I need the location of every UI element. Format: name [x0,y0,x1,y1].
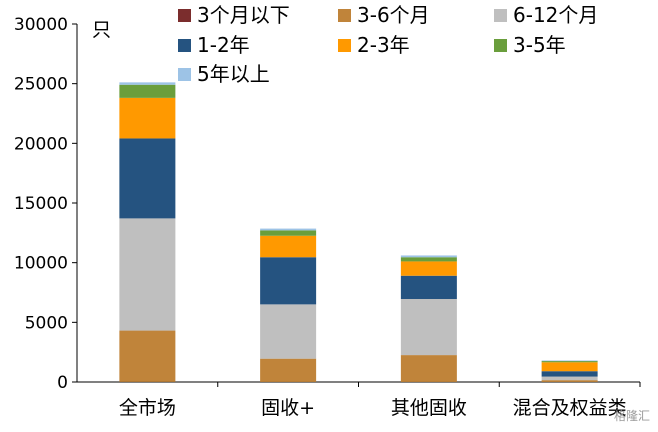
bar-segment-1-1 [260,359,316,382]
legend-swatch [494,9,507,22]
bar-segment-1-2 [260,304,316,358]
y-tick-label: 10000 [14,254,68,274]
legend-swatch [338,9,351,22]
bar-segment-0-5 [119,85,175,98]
bar-segment-1-3 [260,257,316,304]
legend-swatch [178,68,191,81]
x-category-label: 其他固收 [391,397,467,419]
legend-swatch [338,39,351,52]
bar-segment-1-6 [260,229,316,231]
bars-layer [119,82,597,382]
legend-label: 3-5年 [513,33,566,57]
legend-label: 5年以上 [197,62,270,86]
x-category-label: 全市场 [119,397,176,419]
bar-segment-0-4 [119,98,175,139]
legend-swatch [178,9,191,22]
bar-segment-3-6 [542,360,598,361]
bar-segment-3-2 [542,377,598,381]
y-tick-label: 5000 [25,313,68,333]
legend-label: 6-12个月 [513,3,598,27]
legend-label: 2-3年 [357,33,410,57]
legend-label: 1-2年 [197,33,250,57]
bar-segment-3-1 [542,380,598,382]
bar-segment-3-3 [542,371,598,376]
y-tick-label: 20000 [14,134,68,154]
y-tick-label: 25000 [14,75,68,95]
y-tick-label: 0 [57,373,68,393]
bar-segment-0-2 [119,218,175,330]
y-axis-unit-label: 只 [92,19,111,41]
bar-segment-0-6 [119,82,175,84]
x-category-label: 混合及权益类 [513,397,627,419]
y-tick-label: 15000 [14,194,68,214]
x-category-label: 固收+ [261,397,315,419]
bar-segment-2-6 [401,255,457,257]
bar-segment-2-2 [401,299,457,355]
legend-label: 3-6个月 [357,3,430,27]
bar-segment-1-5 [260,230,316,235]
legend-swatch [178,39,191,52]
bar-segment-3-5 [542,361,598,362]
axes-layer: 0 5000 10000 15000 20000 25000 30000 全市场 固收+ 其他固收… [14,15,640,419]
bar-segment-3-4 [542,362,598,371]
bar-segment-2-4 [401,261,457,275]
bar-segment-0-3 [119,138,175,218]
legend: 3个月以下 3-6个月 6-12个月 1-2年 2-3年 3-5年 5年以上 [178,3,598,86]
legend-label: 3个月以下 [197,3,290,27]
bar-segment-0-1 [119,331,175,382]
bar-segment-2-1 [401,355,457,382]
bar-segment-2-5 [401,257,457,261]
bar-segment-2-3 [401,276,457,299]
bar-segment-1-4 [260,236,316,257]
y-tick-label: 30000 [14,15,68,35]
watermark: 格隆汇 [614,408,650,423]
legend-swatch [494,39,507,52]
